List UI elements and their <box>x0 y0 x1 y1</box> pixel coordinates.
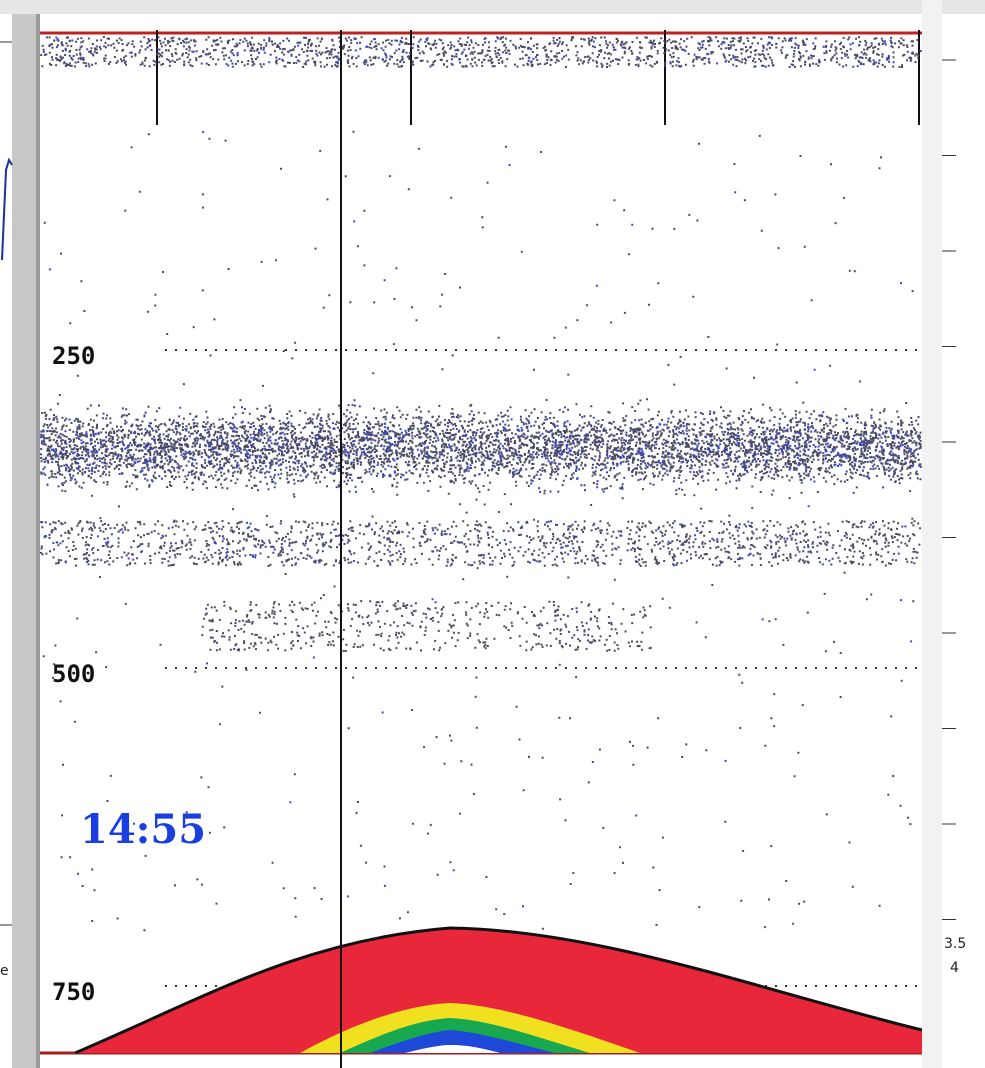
bottom-echo-blue <box>370 1030 555 1053</box>
bottom-echo <box>75 928 922 1053</box>
top-border <box>0 0 985 14</box>
depth-label: 500 <box>52 660 95 688</box>
left-label: e <box>0 963 9 979</box>
time-label: 14:55 <box>80 806 206 853</box>
right-ticks <box>942 59 956 920</box>
panel-border-shade <box>36 0 40 1068</box>
depth-label: 250 <box>52 342 95 370</box>
right-border <box>922 0 942 1068</box>
panel-border <box>12 0 40 1068</box>
right-label: 3.5 <box>944 936 966 952</box>
bottom-line <box>74 926 923 1055</box>
right-label: 4 <box>950 960 959 976</box>
depth-label: 750 <box>52 978 95 1006</box>
echogram-area <box>40 30 922 1055</box>
left-trace <box>1 157 13 261</box>
bottom-echo-gap <box>405 1045 500 1053</box>
